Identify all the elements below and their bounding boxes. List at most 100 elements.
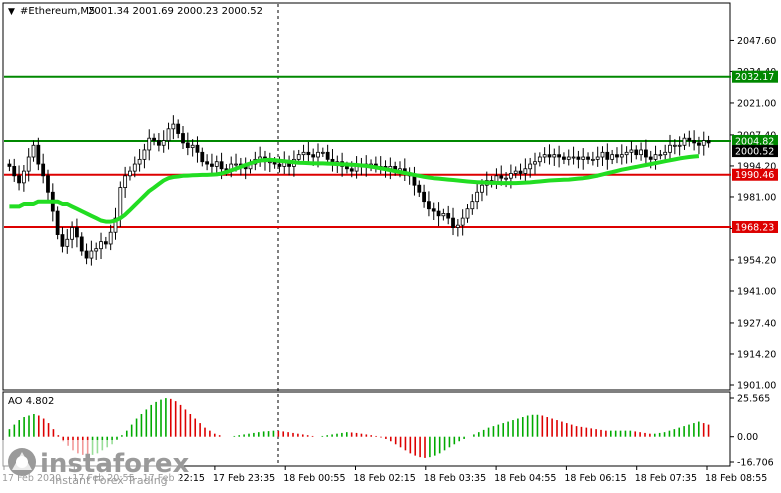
candle-body [547, 154, 552, 158]
candle-body [629, 149, 634, 153]
candle-body [190, 144, 195, 149]
candle-body [480, 184, 484, 193]
candle-body [65, 238, 70, 247]
candle-body [200, 151, 205, 163]
candle-body [644, 149, 648, 158]
candle-body [668, 144, 672, 153]
candle-body [552, 154, 557, 158]
ohlc-readout: 2001.34 2001.69 2000.23 2000.52 [88, 6, 263, 17]
candle-body [137, 158, 142, 165]
candle-body [185, 142, 190, 149]
candle-body [89, 250, 94, 259]
candle-body [523, 168, 528, 174]
ao-axis: 25.565 0.00 -16.706 [730, 394, 774, 469]
candle-body [455, 224, 460, 228]
candle-body [576, 156, 581, 160]
ao-indicator-title: AO 4.802 [8, 396, 54, 407]
price-tick-label: 1927.40 [737, 318, 776, 329]
candle-body [682, 137, 687, 146]
candle-body [566, 156, 571, 160]
candle-body [605, 151, 610, 160]
candle-body [210, 163, 214, 167]
candle-body [142, 149, 147, 160]
candle-body [663, 151, 668, 156]
candle-body [533, 161, 537, 165]
candle-body [687, 137, 692, 141]
candle-body [84, 250, 89, 259]
candle-body [128, 170, 132, 177]
candle-body [508, 173, 513, 179]
candle-body [205, 161, 210, 165]
candle-body [513, 170, 518, 174]
main-chart-panel[interactable] [2, 2, 731, 391]
candle-body [586, 156, 590, 160]
price-tick-label: 2021.00 [737, 98, 776, 109]
symbol-label: #Ethereum,M5 [20, 6, 95, 17]
candle-body [615, 154, 619, 158]
candle-body [296, 154, 301, 160]
candle-body [504, 177, 508, 180]
candle-body [460, 217, 465, 226]
time-tick-label: 18 Feb 08:55 [705, 473, 767, 484]
candle-body [161, 140, 166, 146]
candle-body [181, 133, 185, 144]
candle-body [171, 123, 176, 130]
time-tick-label: 18 Feb 06:15 [564, 473, 626, 484]
candle-body [417, 184, 422, 193]
candle-body [412, 175, 417, 186]
ao-histogram [8, 398, 710, 458]
candle-body [571, 156, 576, 159]
candle-body [600, 151, 605, 158]
candle-body [60, 234, 65, 247]
current-price-label: 2000.52 [735, 147, 774, 158]
price-tick-label: 1981.00 [737, 192, 776, 203]
candle-body [542, 154, 547, 158]
price-level-tag [732, 134, 778, 147]
candle-body [325, 151, 330, 160]
candle-body [672, 144, 677, 147]
candle-body [499, 175, 504, 179]
time-tick-label: 18 Feb 03:35 [424, 473, 486, 484]
candle-body [301, 151, 306, 156]
candle-body [36, 144, 41, 165]
candle-body [528, 163, 533, 170]
time-tick-label: 17 Feb 23:35 [213, 473, 275, 484]
candle-body [7, 163, 12, 167]
candle-body [422, 191, 426, 203]
price-axis: 2047.602034.402021.002007.401994.201981.… [730, 36, 776, 392]
candle-body [219, 161, 224, 170]
candle-body [306, 151, 311, 156]
candle-body [103, 241, 108, 245]
candle-body [12, 166, 17, 177]
candle-body [17, 175, 21, 184]
price-level-label: 1968.23 [735, 222, 774, 233]
price-tick-label: 2047.60 [737, 36, 776, 47]
price-tick-label: 1994.20 [737, 161, 776, 172]
candle-body [108, 231, 113, 245]
price-tick-label: 1941.00 [737, 286, 776, 297]
candle-body [152, 137, 156, 141]
time-tick-label: 18 Feb 02:15 [354, 473, 416, 484]
candle-body [70, 227, 74, 240]
price-tick-label: 1901.00 [737, 381, 776, 392]
price-level-label: 2004.82 [735, 136, 774, 147]
candle-body [234, 163, 238, 166]
time-tick-label: 18 Feb 00:55 [283, 473, 345, 484]
candle-body [41, 163, 46, 177]
candle-body [451, 217, 455, 228]
candle-body [557, 154, 562, 158]
candle-body [277, 163, 282, 167]
ao-tick-label: -16.706 [737, 458, 774, 469]
candle-body [441, 213, 446, 217]
candle-body [94, 248, 99, 252]
candle-body [354, 166, 359, 172]
chart-menu-icon[interactable]: ▼ [8, 7, 15, 17]
candle-body [147, 137, 152, 151]
candle-body [427, 201, 431, 210]
moving-average-line [9, 154, 700, 224]
candle-body [610, 154, 615, 160]
candle-body [697, 142, 701, 146]
